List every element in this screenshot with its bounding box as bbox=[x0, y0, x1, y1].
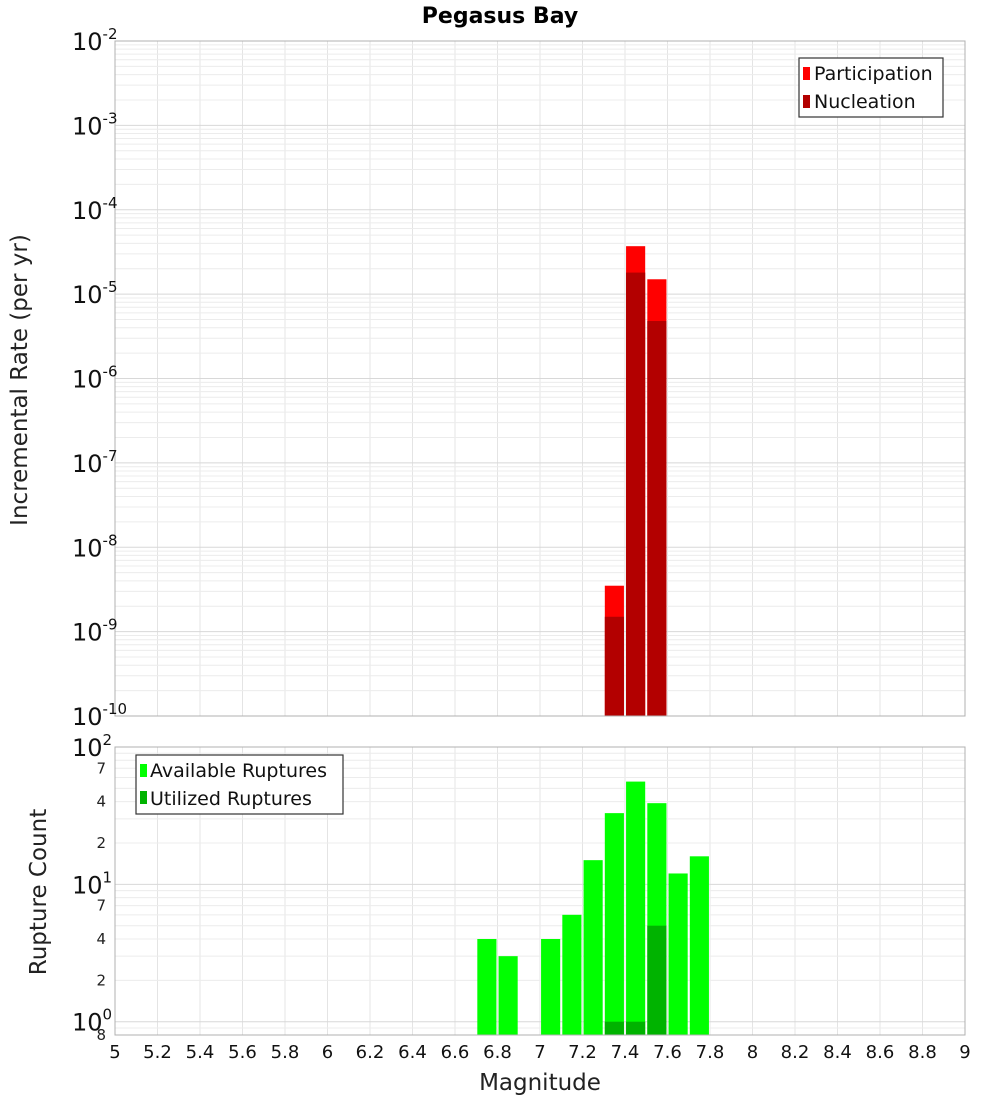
participation-legend-swatch bbox=[803, 67, 810, 80]
rate-y-axis-label: Incremental Rate (per yr) bbox=[7, 234, 33, 526]
nucleation-legend-label: Nucleation bbox=[814, 91, 916, 113]
nucleation-bar bbox=[647, 321, 667, 716]
x-tick-label: 5.2 bbox=[143, 1042, 172, 1063]
count-y-tick-minor: 2 bbox=[96, 834, 106, 852]
rate-y-tick-label: 10-2 bbox=[72, 25, 118, 56]
count-y-tick-major: 101 bbox=[72, 868, 112, 899]
count-y-tick-major: 102 bbox=[72, 731, 112, 762]
count-y-tick-minor: 4 bbox=[96, 930, 106, 948]
x-tick-label: 7 bbox=[534, 1042, 545, 1063]
available-ruptures-bar bbox=[689, 856, 709, 1035]
rate-plot-frame bbox=[114, 40, 966, 717]
x-tick-label: 8.6 bbox=[866, 1042, 895, 1063]
utilized-ruptures-bar bbox=[626, 1021, 646, 1035]
count-y-tick-minor: 4 bbox=[96, 793, 106, 811]
utilized-ruptures-bar bbox=[647, 925, 667, 1035]
rate-y-tick-label: 10-6 bbox=[72, 363, 118, 394]
available-legend-swatch bbox=[140, 764, 147, 777]
x-tick-label: 7.8 bbox=[696, 1042, 725, 1063]
available-ruptures-bar bbox=[604, 813, 624, 1035]
rate-y-tick-label: 10-8 bbox=[72, 531, 118, 562]
x-tick-label: 6 bbox=[322, 1042, 333, 1063]
x-tick-label: 5 bbox=[109, 1042, 120, 1063]
x-ticks: 5 5.2 5.4 5.6 5.8 6 6.2 6.4 6.6 6.8 7 7.2 7.4 7.6 7.8 8… bbox=[109, 1042, 970, 1063]
count-bars bbox=[477, 781, 709, 1035]
rate-y-tick-label: 10-7 bbox=[72, 447, 118, 478]
count-y-ticks: 100 101 102 8 2 4 7 2 4 7 bbox=[72, 731, 112, 1044]
x-tick-label: 5.6 bbox=[228, 1042, 257, 1063]
x-tick-label: 9 bbox=[959, 1042, 970, 1063]
available-legend-label: Available Ruptures bbox=[150, 760, 327, 782]
utilized-legend-swatch bbox=[140, 791, 147, 804]
count-y-tick-minor: 8 bbox=[96, 1026, 106, 1044]
nucleation-bar bbox=[604, 616, 624, 716]
available-ruptures-bar bbox=[668, 873, 688, 1035]
x-axis-label: Magnitude bbox=[479, 1070, 601, 1096]
x-tick-label: 5.8 bbox=[271, 1042, 300, 1063]
nucleation-bar bbox=[626, 272, 646, 716]
x-tick-label: 6.8 bbox=[483, 1042, 512, 1063]
x-tick-label: 8.2 bbox=[781, 1042, 810, 1063]
x-tick-label: 5.4 bbox=[186, 1042, 215, 1063]
available-ruptures-bar bbox=[498, 956, 518, 1035]
rate-legend: Participation Nucleation bbox=[798, 57, 944, 118]
rate-panel: 10-10 10-9 10-8 10-7 10-6 10-5 10-4 10-3 10-2 In… bbox=[7, 25, 966, 731]
x-tick-label: 8 bbox=[747, 1042, 758, 1063]
rate-y-tick-label: 10-9 bbox=[72, 616, 118, 647]
rate-y-tick-label: 10-10 bbox=[72, 700, 127, 731]
rate-legend-box bbox=[798, 57, 944, 118]
rate-y-tick-label: 10-3 bbox=[72, 109, 118, 140]
x-tick-label: 8.8 bbox=[908, 1042, 937, 1063]
available-ruptures-bar bbox=[541, 939, 561, 1035]
count-plot-frame bbox=[114, 746, 966, 1036]
rate-bars bbox=[604, 246, 667, 716]
chart-title: Pegasus Bay bbox=[422, 4, 578, 29]
count-y-tick-minor: 2 bbox=[96, 971, 106, 989]
count-y-axis-label: Rupture Count bbox=[26, 809, 52, 975]
x-tick-label: 7.2 bbox=[568, 1042, 597, 1063]
nucleation-legend-swatch bbox=[803, 95, 810, 108]
available-ruptures-bar bbox=[562, 914, 582, 1035]
rate-y-ticks: 10-10 10-9 10-8 10-7 10-6 10-5 10-4 10-3 10-2 bbox=[72, 25, 127, 731]
count-y-tick-minor: 7 bbox=[96, 759, 106, 777]
count-legend: Available Ruptures Utilized Ruptures bbox=[135, 754, 344, 815]
count-y-tick-minor: 7 bbox=[96, 897, 106, 915]
available-ruptures-bar bbox=[477, 939, 497, 1035]
x-tick-label: 6.2 bbox=[356, 1042, 385, 1063]
x-tick-label: 8.4 bbox=[823, 1042, 852, 1063]
x-tick-label: 7.6 bbox=[653, 1042, 682, 1063]
count-panel: 100 101 102 8 2 4 7 2 4 7 5 5.2 5.4 5.6 5.8 6 6.2 6.4 6.6… bbox=[26, 731, 971, 1096]
rate-y-tick-label: 10-4 bbox=[72, 194, 118, 225]
x-tick-label: 6.4 bbox=[398, 1042, 427, 1063]
participation-legend-label: Participation bbox=[814, 63, 933, 85]
utilized-ruptures-bar bbox=[604, 1021, 624, 1035]
x-tick-label: 6.6 bbox=[441, 1042, 470, 1063]
count-legend-box bbox=[135, 754, 344, 815]
rate-grid bbox=[114, 41, 966, 717]
available-ruptures-bar bbox=[583, 860, 603, 1035]
x-tick-label: 7.4 bbox=[611, 1042, 640, 1063]
rate-y-tick-label: 10-5 bbox=[72, 278, 118, 309]
available-ruptures-bar bbox=[626, 781, 646, 1035]
count-y-tick-major: 100 bbox=[72, 1006, 112, 1037]
utilized-legend-label: Utilized Ruptures bbox=[150, 788, 312, 810]
